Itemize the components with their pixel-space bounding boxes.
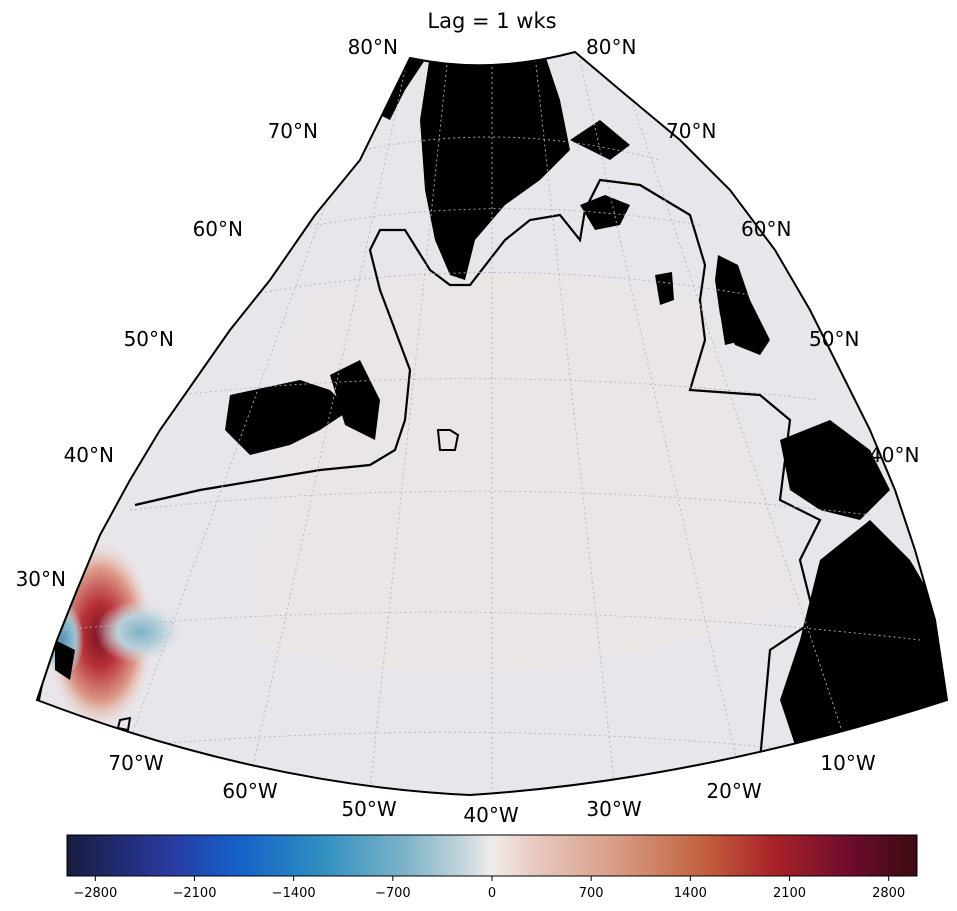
ocean-positive-anomaly — [250, 275, 800, 672]
newfoundland-land — [225, 380, 350, 455]
latitude-labels-left: 80°N 70°N 60°N 50°N 40°N 30°N — [16, 35, 398, 591]
lat-label-70n-left: 70°N — [268, 119, 318, 143]
lon-label-30w: 30°W — [586, 797, 641, 821]
colorbar-gradient — [66, 834, 918, 877]
colorbar-tick-label: 2800 — [872, 886, 905, 901]
lat-label-50n-right: 50°N — [809, 327, 859, 351]
lat-label-60n-left: 60°N — [193, 217, 243, 241]
lat-label-50n-left: 50°N — [124, 327, 174, 351]
iberia-land — [780, 420, 890, 520]
florida-land — [55, 640, 75, 680]
lon-label-10w: 10°W — [820, 751, 875, 775]
graticule — [37, 52, 947, 791]
negative-anomaly-blob — [95, 600, 185, 664]
greenland-land — [420, 55, 570, 280]
colorbar-tick-label: −2100 — [173, 886, 217, 901]
africa-land — [780, 520, 947, 760]
seamount-contour — [436, 429, 460, 451]
lat-label-80n-left: 80°N — [348, 35, 398, 59]
colorbar-tick-label: −700 — [375, 886, 411, 901]
latitude-labels-right: 80°N 70°N 60°N 50°N 40°N — [586, 35, 919, 467]
colorbar: −2800 −2100 −1400 −700 0 700 1400 2100 2800 — [66, 834, 918, 901]
colorbar-tick-label: −1400 — [272, 886, 316, 901]
ireland-land — [718, 300, 745, 345]
colorbar-tick-label: 0 — [488, 886, 496, 901]
longitude-labels: 70°W 60°W 50°W 40°W 30°W 20°W 10°W — [108, 751, 875, 827]
lon-label-40w: 40°W — [463, 803, 518, 827]
lat-label-40n-right: 40°N — [869, 443, 919, 467]
colorbar-tick-label: 1400 — [674, 886, 707, 901]
arctic-island-land — [570, 120, 630, 160]
faroe-land — [655, 272, 674, 305]
continental-shelf-contour — [134, 178, 822, 761]
lon-label-50w: 50°W — [341, 797, 396, 821]
lat-label-30n-left: 30°N — [16, 567, 66, 591]
nova-scotia-land — [330, 360, 380, 440]
colorbar-tick-label: −2800 — [73, 886, 117, 901]
colorbar-tick-label: 700 — [579, 886, 604, 901]
lat-label-70n-right: 70°N — [666, 119, 716, 143]
map-title: Lag = 1 wks — [427, 9, 556, 33]
colorbar-ticks: −2800 −2100 −1400 −700 0 700 1400 2100 2800 — [73, 876, 905, 901]
lat-label-40n-left: 40°N — [64, 443, 114, 467]
bermuda-contour — [116, 716, 132, 732]
lat-label-80n-right: 80°N — [586, 35, 636, 59]
lat-label-60n-right: 60°N — [741, 217, 791, 241]
map-boundary — [35, 50, 949, 797]
lon-label-60w: 60°W — [222, 779, 277, 803]
colorbar-tick-label: 2100 — [773, 886, 806, 901]
iceland-land — [580, 195, 630, 230]
lon-label-70w: 70°W — [108, 751, 163, 775]
lon-label-20w: 20°W — [706, 779, 761, 803]
